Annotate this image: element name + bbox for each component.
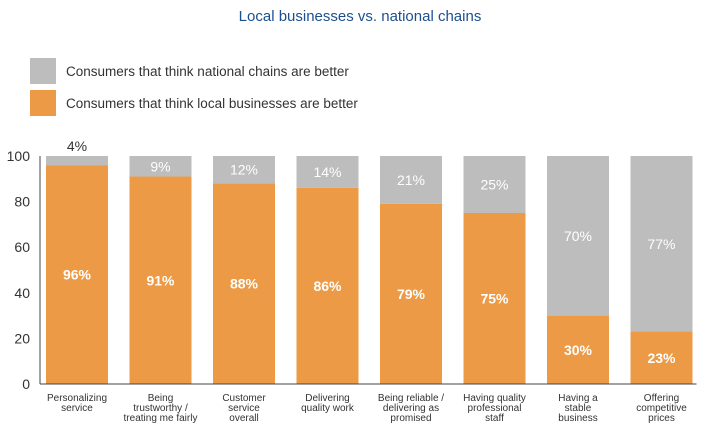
x-tick-label: professional — [468, 403, 522, 414]
x-tick-label: Customer — [222, 393, 266, 404]
x-tick-label: service — [61, 403, 93, 414]
data-label-local: 79% — [397, 286, 426, 302]
legend-swatch-national — [30, 58, 56, 84]
y-tick-label: 40 — [14, 285, 30, 301]
data-label-local: 30% — [564, 342, 593, 358]
data-label-national: 70% — [564, 228, 592, 244]
x-tick-label: overall — [229, 413, 258, 424]
x-tick-label: Personalizing — [47, 393, 107, 404]
data-label-local: 86% — [313, 278, 342, 294]
bar-national — [213, 156, 275, 184]
bar-national — [380, 156, 442, 204]
x-tick-label: service — [228, 403, 260, 414]
x-tick-label: Being reliable / — [378, 393, 444, 404]
bar-national — [547, 156, 609, 316]
bar-national — [296, 156, 359, 188]
bar-local — [547, 315, 609, 384]
chart-title: Local businesses vs. national chains — [238, 8, 482, 25]
data-label-national: 12% — [230, 162, 258, 178]
x-tick-label: Having quality — [463, 393, 526, 404]
data-label-national: 77% — [647, 236, 675, 252]
bar-national — [129, 156, 192, 177]
bar-local — [46, 165, 108, 384]
y-tick-label: 60 — [14, 239, 30, 255]
legend-label-national: Consumers that think national chains are… — [66, 63, 349, 79]
bar-local — [129, 176, 192, 384]
data-label-national: 14% — [313, 164, 341, 180]
legend-label-local: Consumers that think local businesses ar… — [66, 95, 358, 111]
x-tick-label: business — [558, 413, 597, 424]
data-label-national: 4% — [67, 138, 87, 154]
data-label-local: 88% — [230, 276, 259, 292]
x-tick-label: prices — [648, 413, 675, 424]
x-tick-label: treating me fairly — [124, 413, 198, 424]
x-tick-label: competitive — [636, 403, 687, 414]
data-label-local: 91% — [146, 272, 175, 288]
x-tick-label: stable — [565, 403, 592, 414]
x-tick-label: Having a — [558, 393, 598, 404]
legend-item-local: Consumers that think local businesses ar… — [30, 90, 358, 116]
x-tick-label: staff — [485, 413, 504, 424]
y-tick-label: 0 — [22, 376, 30, 392]
y-tick-label: 20 — [14, 330, 30, 346]
bar-national — [463, 156, 526, 213]
bar-local — [213, 183, 275, 384]
y-tick-label: 80 — [14, 194, 30, 210]
legend: Consumers that think national chains are… — [30, 58, 358, 122]
data-label-national: 25% — [480, 177, 508, 193]
bar-national — [46, 156, 108, 166]
bar-national — [630, 156, 693, 332]
bar-local — [630, 331, 693, 384]
data-label-local: 23% — [647, 350, 676, 366]
x-tick-label: promised — [390, 413, 431, 424]
bar-local — [296, 187, 359, 384]
x-tick-label: Being — [148, 393, 174, 404]
x-tick-label: delivering as — [383, 403, 439, 414]
legend-item-national: Consumers that think national chains are… — [30, 58, 358, 84]
x-tick-label: trustworthy / — [133, 403, 188, 414]
bar-local — [463, 213, 526, 384]
x-tick-label: Delivering — [305, 393, 349, 404]
data-label-national: 9% — [150, 158, 170, 174]
data-label-local: 96% — [63, 267, 92, 283]
x-tick-label: quality work — [301, 403, 355, 414]
data-label-local: 75% — [480, 291, 509, 307]
bar-local — [380, 203, 442, 384]
x-tick-label: Offering — [644, 393, 679, 404]
data-label-national: 21% — [397, 172, 425, 188]
y-tick-label: 100 — [7, 148, 31, 164]
legend-swatch-local — [30, 90, 56, 116]
